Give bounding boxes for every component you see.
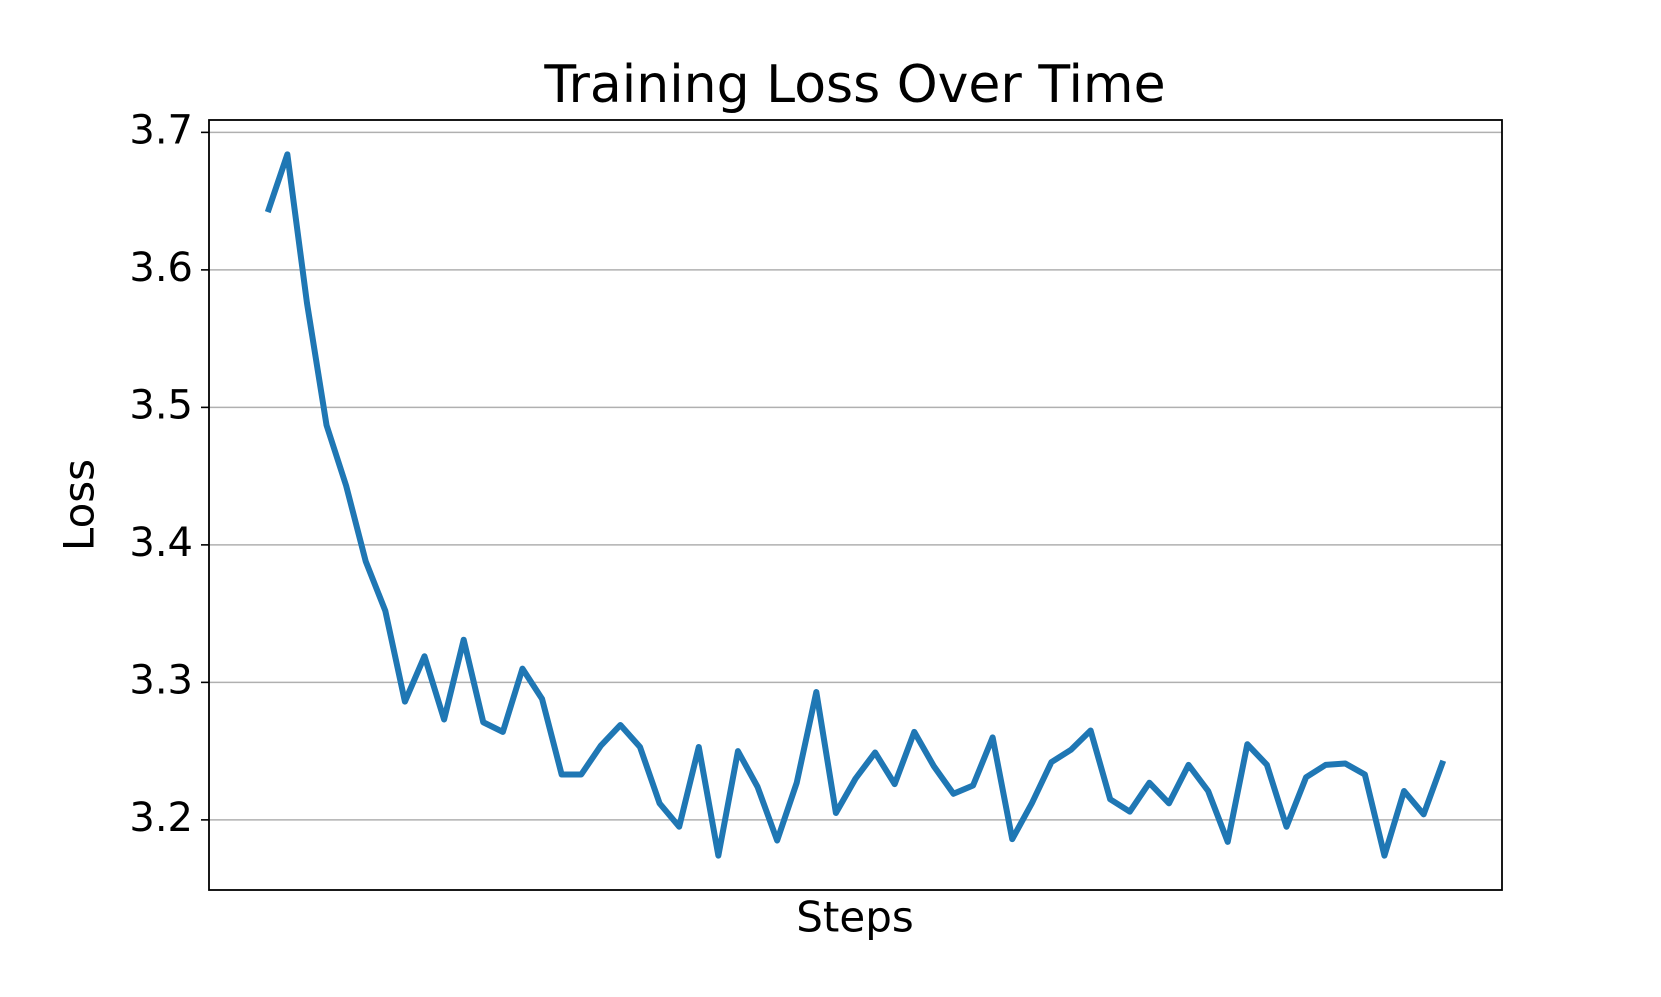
y-tick-label: 3.3 [129, 657, 193, 703]
x-axis-label: Steps [796, 893, 914, 942]
y-tick-label: 3.2 [129, 795, 193, 841]
chart-title: Training Loss Over Time [543, 55, 1165, 115]
y-axis-label: Loss [55, 459, 104, 551]
line-series [264, 151, 1447, 859]
y-tick-label: 3.4 [129, 520, 193, 566]
plot-frame [208, 119, 1503, 891]
y-tick-label: 3.5 [129, 382, 193, 428]
y-tick-label: 3.6 [129, 245, 193, 291]
y-tick-label: 3.7 [129, 107, 193, 153]
